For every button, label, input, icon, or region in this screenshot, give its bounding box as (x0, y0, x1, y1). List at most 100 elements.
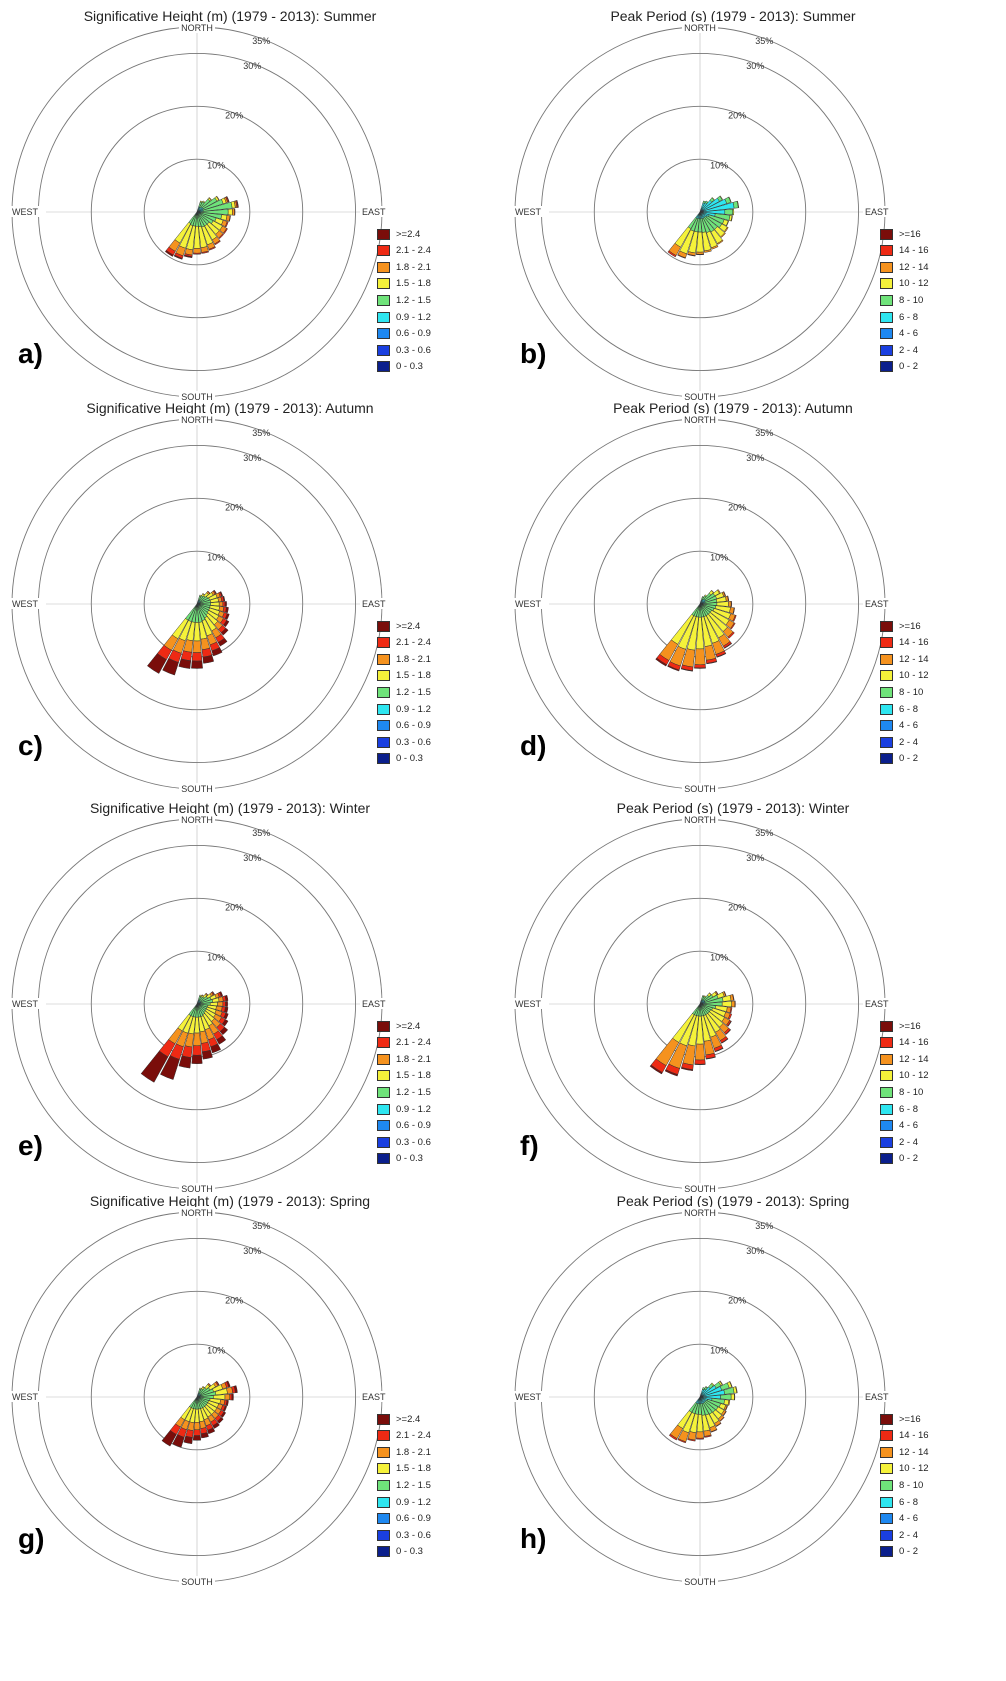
ring-label-35: 35% (252, 828, 270, 838)
legend-swatch (377, 1496, 390, 1508)
legend-item: 0.3 - 0.6 (377, 735, 431, 749)
legend-item: 0 - 0.3 (377, 360, 423, 374)
legend-swatch (377, 1479, 390, 1491)
legend-swatch (377, 1120, 390, 1132)
legend-swatch (377, 1446, 390, 1458)
rose-bar-segment (222, 1405, 228, 1412)
legend-item: 0.9 - 1.2 (377, 310, 431, 324)
legend-swatch (880, 1479, 893, 1491)
rose-bar-segment (224, 601, 227, 607)
rose-bar-segment (668, 1433, 678, 1441)
legend-item: 6 - 8 (880, 1102, 918, 1116)
legend-label: 0 - 2 (899, 1546, 919, 1558)
legend-item: 0 - 2 (880, 1545, 918, 1559)
legend-label: 1.8 - 2.1 (396, 1446, 431, 1458)
ring-label-35: 35% (252, 428, 270, 438)
wind-rose-f: 10% 20% 30% 35% NORTH SOUTH EAST WEST (513, 814, 899, 1194)
legend-label: 2 - 4 (899, 736, 919, 748)
ring-label-30: 30% (746, 853, 764, 863)
legend-label: 2.1 - 2.4 (396, 245, 431, 257)
wind-rose-e: 10% 20% 30% 35% NORTH SOUTH EAST WEST (10, 814, 396, 1194)
rose-bar-segment (730, 215, 733, 222)
rose-bar-segment (227, 208, 233, 216)
legend-label: 0.3 - 0.6 (396, 344, 431, 356)
ring-label-10: 10% (207, 1345, 225, 1355)
legend-item: 0.6 - 0.9 (377, 327, 431, 341)
rose-bar-segment (723, 642, 733, 649)
legend-item: 12 - 14 (880, 652, 929, 666)
legend-label: >=2.4 (396, 1413, 421, 1425)
ring-label-35: 35% (755, 428, 773, 438)
chart-title: Significative Height (m) (1979 - 2013): … (86, 400, 374, 416)
rose-bar-segment (193, 1422, 201, 1431)
rose-bar-segment (694, 667, 706, 669)
rose-bar-segment (724, 208, 734, 216)
legend-swatch (880, 1103, 893, 1115)
compass-label-bg (863, 1391, 899, 1402)
rose-bar-segment (703, 995, 707, 998)
rose-bar-segment (205, 992, 209, 996)
legend-item: 8 - 10 (880, 685, 923, 699)
legend-label: 8 - 10 (899, 686, 924, 698)
wind-rose-d: 10% 20% 30% 35% NORTH SOUTH EAST WEST (513, 414, 899, 794)
legend-item: 6 - 8 (880, 702, 918, 716)
legend-swatch (880, 736, 893, 748)
compass-label-north: NORTH (684, 1208, 716, 1218)
legend-item: 1.2 - 1.5 (377, 685, 431, 699)
legend-item: 0.6 - 0.9 (377, 1119, 431, 1133)
rose-bar-segment (667, 665, 680, 672)
panel-g: Significative Height (m) (1979 - 2013): … (0, 1185, 500, 1600)
rose-bar-segment (723, 990, 727, 997)
rose-bar-segment (207, 1427, 216, 1435)
chart-title: Significative Height (m) (1979 - 2013): … (83, 8, 377, 24)
compass-label-bg (179, 783, 215, 794)
ring-label-35: 35% (252, 1221, 270, 1231)
compass-label-bg (360, 206, 396, 217)
rose-bar-segment (705, 1386, 708, 1389)
legend-item: >=2.4 (377, 227, 420, 241)
legend-label: 0.9 - 1.2 (396, 1103, 431, 1115)
compass-label-south: SOUTH (684, 1577, 716, 1587)
compass-label-south: SOUTH (684, 1184, 716, 1194)
legend-item: 14 - 16 (880, 636, 929, 650)
legend-label: 6 - 8 (899, 311, 919, 323)
legend-label: 1.5 - 1.8 (396, 670, 431, 682)
legend-swatch (377, 294, 390, 306)
legend-label: 0 - 0.3 (396, 753, 423, 765)
legend-label: 12 - 14 (899, 261, 929, 273)
compass-label-west: WEST (12, 599, 39, 609)
legend-item: 10 - 12 (880, 1462, 929, 1476)
legend-swatch (880, 1446, 893, 1458)
rose-bar-segment (207, 1382, 212, 1387)
legend-swatch (880, 1496, 893, 1508)
ring-label-20: 20% (728, 903, 746, 913)
legend-swatch (880, 686, 893, 698)
compass-label-west: WEST (12, 999, 39, 1009)
legend-label: 0.6 - 0.9 (396, 1513, 431, 1525)
legend-item: >=16 (880, 1019, 921, 1033)
legend-label: 0 - 2 (899, 753, 919, 765)
legend-label: 4 - 6 (899, 720, 919, 732)
chart-title: Peak Period (s) (1979 - 2013): Winter (616, 800, 850, 816)
rose-bar-segment (219, 591, 224, 597)
legend-item: 10 - 12 (880, 277, 929, 291)
rose-bar-segment (219, 991, 224, 997)
ring-label-10: 10% (207, 552, 225, 562)
legend-item: 4 - 6 (880, 327, 918, 341)
rose-bar-segment (192, 1045, 202, 1056)
legend-label: 12 - 14 (899, 1053, 929, 1065)
legend-item: >=16 (880, 1412, 921, 1426)
rose-bar-segment (220, 1411, 227, 1418)
legend-swatch (880, 1463, 893, 1475)
rose-bar-segment (723, 226, 729, 233)
rose-bar-segment (209, 1001, 218, 1007)
rose-bar-segment (223, 619, 230, 628)
legend-swatch (880, 1136, 893, 1148)
ring-label-20: 20% (225, 503, 243, 513)
wind-rose-a: 10% 20% 30% 35% NORTH SOUTH EAST WEST (10, 22, 396, 402)
rose-bar-segment (677, 254, 686, 259)
rose-bar-segment (224, 613, 230, 620)
panel-b: Peak Period (s) (1979 - 2013): Summer 10%… (503, 0, 1003, 415)
legend-swatch (377, 1430, 390, 1442)
legend-item: 6 - 8 (880, 310, 918, 324)
